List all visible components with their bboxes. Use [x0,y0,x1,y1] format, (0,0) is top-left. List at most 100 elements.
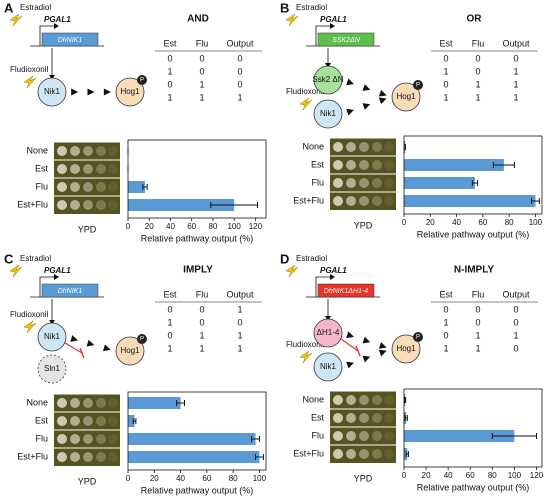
table-cell: 1 [475,330,480,340]
table-cell: 1 [167,317,172,327]
yeast-spot [83,200,93,210]
yeast-spot [57,416,67,426]
yeast-spot [83,398,93,408]
yeast-spot [333,160,343,170]
table-cell: 1 [237,343,242,353]
error-bar [176,400,186,406]
table-cell: 1 [443,66,448,76]
table-cell: 0 [199,66,204,76]
x-tick-label: 100 [227,222,241,231]
yeast-spot [372,431,382,441]
protein-label: Hog1 [120,346,140,355]
arrow-head [378,349,387,357]
yeast-spot [372,178,382,188]
yeast-spot [57,182,67,192]
yeast-spot [96,164,106,174]
table-cell: 0 [443,53,448,63]
arrow-head [362,355,371,363]
error-bar [530,198,540,204]
category-label: None [302,141,324,151]
image-label: YPD [354,473,373,483]
plot-frame [127,391,267,471]
protein-label: Sln1 [44,364,61,373]
table-cell: 0 [237,66,242,76]
protein-node [391,334,421,364]
lightning-icon [23,75,37,89]
bar [404,430,515,442]
yeast-spot [372,395,382,405]
protein-node [313,99,343,129]
protein-node [115,77,145,107]
table-header: Est [439,38,453,48]
yeast-spot [372,196,382,206]
table-header: Flu [472,289,485,299]
yeast-spot [70,416,80,426]
promoter-arrow [315,25,332,46]
promoter-label: PGAL1 [44,15,71,24]
category-label: Est [35,163,49,173]
arrow-head [362,84,371,91]
promoter-label: PGAL1 [44,266,71,275]
category-label: Flu [311,430,324,440]
yeast-spot [108,398,118,408]
yeast-spot [70,398,80,408]
phospho-label: P [416,83,420,89]
yeast-spot [384,449,394,459]
protein-node [37,322,67,352]
protein-node [391,82,421,112]
error-bar [492,162,515,168]
arrow-head [378,342,387,349]
table-cell: 1 [167,66,172,76]
yeast-spot [333,142,343,152]
yeast-spot [96,182,106,192]
yeast-spot [83,416,93,426]
yeast-spot [108,200,118,210]
arrow-head [54,23,59,29]
yeast-spot [108,416,118,426]
promoter-arrow [39,25,56,46]
bar [128,451,260,463]
phospho-label: P [416,335,420,341]
x-axis-label: Relative pathway output (%) [141,485,254,495]
category-label: Est+Flu [293,195,324,205]
arrow-head [362,336,371,344]
yeast-spot [108,164,118,174]
protein-node [37,77,67,107]
panel: B OR Est Flu Output 0 0 0 1 0 1 0 1 1 1 1 1 Estradiol PGAL… [280,0,543,239]
lightning-icon [9,264,23,278]
inhibition [79,347,85,359]
yeast-spot [108,146,118,156]
image-label: YPD [78,476,97,486]
yeast-spot [96,434,106,444]
category-label: Flu [35,433,48,443]
x-tick-label: 80 [505,218,514,227]
protein-label: Nik1 [320,109,337,118]
phospho-icon [137,334,147,344]
gene-box [317,283,375,298]
yeast-spot [359,413,369,423]
table-cell: 0 [443,330,448,340]
yeast-spot [108,434,118,444]
promoter-arrow [315,276,332,297]
arrow-head [325,63,331,68]
yeast-spot [70,452,80,462]
arrow-head [86,339,95,347]
panel-label: B [280,0,289,15]
yeast-spot [96,452,106,462]
table-cell: 1 [167,92,172,102]
gene-label: DhNIK1 [58,37,83,44]
x-tick-label: 40 [176,474,185,483]
error-bar [404,415,408,421]
x-tick-label: 20 [145,222,154,231]
error-bar [251,436,260,442]
x-axis-label: Relative pathway output (%) [417,229,530,239]
yeast-spot [333,413,343,423]
bar [128,433,256,445]
protein-node [37,354,67,384]
protein-label: Nik1 [44,87,61,96]
table-cell: 1 [199,79,204,89]
